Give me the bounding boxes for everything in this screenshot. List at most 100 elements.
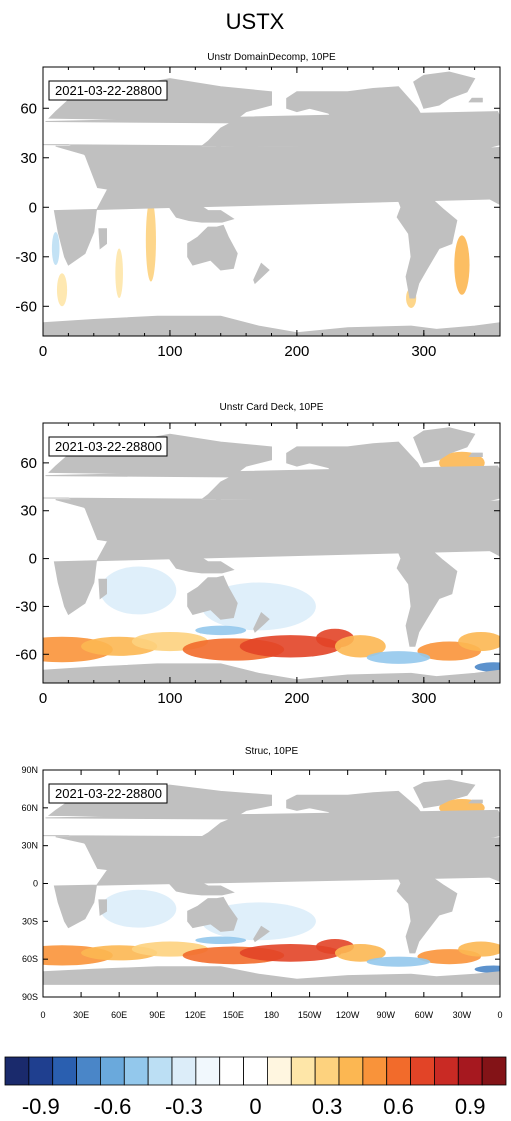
field-patch — [56, 273, 68, 307]
map-panels: Unstr DomainDecomp, 10PE 2021-03-22-28800… — [15, 52, 502, 1020]
y-tick-label: -60 — [15, 646, 37, 663]
x-tick-label: 0 — [497, 1010, 502, 1020]
y-tick-label: 30 — [20, 503, 37, 520]
x-tick-label: 300 — [411, 343, 436, 360]
land-mass — [187, 224, 238, 271]
panel-subtitle: Unstr DomainDecomp, 10PE — [207, 52, 336, 63]
field-patch — [239, 635, 342, 658]
colorbar-swatch — [171, 1056, 197, 1086]
y-tick-label: 30N — [21, 841, 38, 851]
colorbar-swatch — [410, 1056, 435, 1086]
field-patch — [195, 625, 247, 636]
colorbar-swatch — [457, 1056, 483, 1086]
land-mass — [98, 899, 107, 916]
colorbar-swatch — [147, 1056, 173, 1086]
x-tick-label: 200 — [284, 690, 309, 707]
map-panel: Struc, 10PE 2021-03-22-28800 0 30E 60E 90E 120… — [21, 746, 502, 1020]
land-mass — [491, 809, 500, 822]
y-tick-label: 0 — [33, 879, 38, 889]
land-mass — [43, 966, 500, 985]
land-mass — [468, 97, 483, 103]
land-mass — [207, 134, 228, 155]
x-tick-label: 0 — [39, 690, 47, 707]
field-patch — [474, 965, 500, 974]
colorbar-label: -0.9 — [22, 1094, 60, 1119]
land-mass — [207, 487, 228, 508]
land-mass — [486, 817, 500, 839]
land-mass — [395, 867, 458, 954]
y-tick-label: 60N — [21, 803, 38, 813]
field-patch — [100, 566, 177, 615]
field-patch — [458, 941, 500, 957]
colorbar-swatch — [123, 1056, 149, 1086]
land-mass — [413, 71, 476, 109]
field-patch — [195, 936, 247, 945]
land-mass — [162, 198, 235, 223]
colorbar-swatch — [52, 1056, 77, 1086]
x-tick-label: 200 — [284, 343, 309, 360]
colorbar-swatch — [4, 1056, 30, 1086]
map-panel: Unstr Card Deck, 10PE 2021-03-22-28800 0 10… — [15, 402, 501, 707]
field-patch — [334, 635, 386, 658]
y-tick-label: 30S — [22, 916, 38, 926]
land-mass — [43, 315, 500, 336]
colorbar-label: 0.9 — [455, 1094, 486, 1119]
land-mass — [86, 837, 117, 868]
colorbar-swatch — [386, 1056, 411, 1086]
land-mass — [162, 549, 235, 574]
map-area — [43, 423, 500, 683]
colorbar-swatch — [338, 1056, 364, 1086]
y-tick-label: 60 — [20, 100, 37, 117]
colorbar-swatch — [290, 1056, 316, 1086]
land-mass — [476, 500, 500, 557]
field-patch — [100, 889, 177, 928]
y-tick-label: 90S — [22, 992, 38, 1002]
y-tick-label: 60 — [20, 455, 37, 472]
field-patch — [145, 199, 156, 282]
x-tick-label: 90W — [376, 1010, 395, 1020]
x-tick-label: 0 — [39, 343, 47, 360]
land-mass — [395, 186, 458, 299]
colorbar-swatch — [314, 1056, 340, 1086]
colorbar-swatch — [76, 1056, 101, 1086]
land-mass — [468, 799, 483, 804]
colorbar-swatch — [28, 1056, 54, 1086]
x-tick-label: 300 — [411, 690, 436, 707]
land-mass — [253, 925, 270, 943]
land-mass — [491, 110, 500, 126]
x-tick-label: 150W — [298, 1010, 322, 1020]
timestamp-label: 2021-03-22-28800 — [48, 80, 168, 101]
colorbar-swatch — [243, 1056, 268, 1086]
colorbar-label: 0.6 — [383, 1094, 414, 1119]
timestamp-label: 2021-03-22-28800 — [48, 783, 168, 804]
x-tick-label: 60E — [111, 1010, 127, 1020]
colorbar-swatch — [267, 1056, 292, 1086]
colorbar-label: -0.6 — [93, 1094, 131, 1119]
x-tick-label: 100 — [157, 690, 182, 707]
colorbar-swatch — [434, 1056, 459, 1086]
land-mass — [86, 147, 116, 187]
land-mass — [207, 827, 229, 844]
field-patch — [334, 944, 386, 962]
land-mass — [98, 228, 107, 250]
y-tick-label: 30 — [20, 150, 37, 167]
y-tick-label: -30 — [15, 249, 37, 266]
svg-text:2021-03-22-28800: 2021-03-22-28800 — [55, 786, 162, 801]
x-tick-label: 120W — [336, 1010, 360, 1020]
field-patch — [366, 956, 431, 967]
field-patch — [51, 232, 60, 266]
map-panel: Unstr DomainDecomp, 10PE 2021-03-22-28800… — [15, 52, 501, 360]
land-mass — [486, 475, 500, 502]
colorbar-swatch — [100, 1056, 125, 1086]
land-mass — [468, 452, 483, 457]
field-patch — [458, 631, 500, 652]
land-mass — [413, 427, 476, 464]
y-tick-label: 0 — [29, 199, 37, 216]
y-tick-label: 0 — [29, 551, 37, 568]
land-mass — [476, 146, 500, 206]
colorbar-label: 0 — [249, 1094, 261, 1119]
x-tick-label: 0 — [40, 1010, 45, 1020]
x-tick-label: 30E — [73, 1010, 89, 1020]
colorbar-swatch — [195, 1056, 221, 1086]
